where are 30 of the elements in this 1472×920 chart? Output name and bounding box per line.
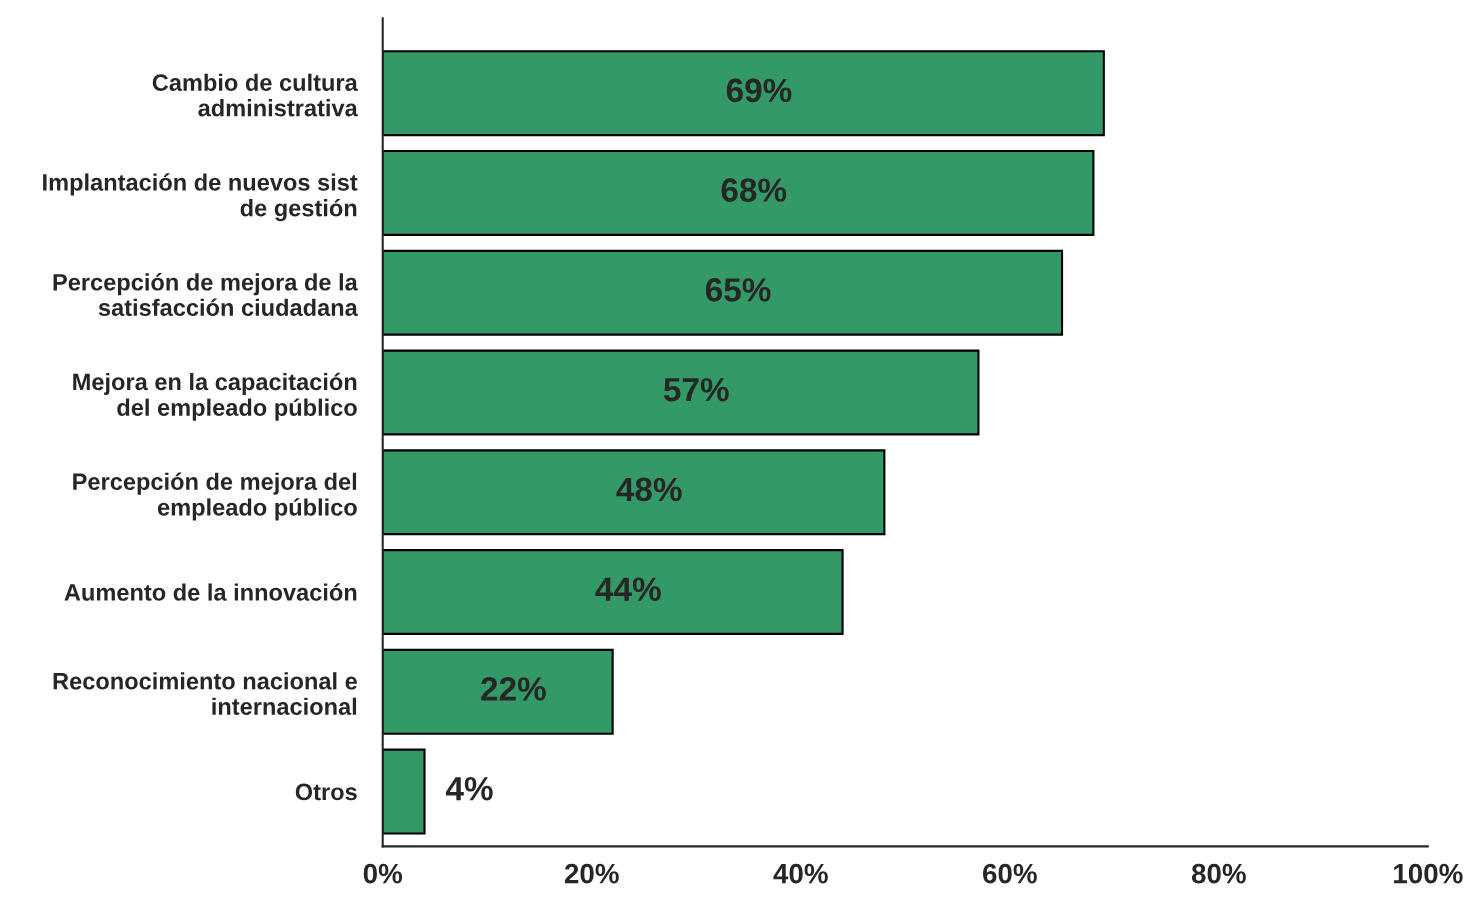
y-tick-label: Percepción de mejora del empleado público [73,472,357,521]
data-label: 44% [595,577,661,601]
bar [382,549,844,635]
y-tick-label: Otros [295,783,357,801]
y-tick-label: Mejora en la capacitación del empleado público [73,372,357,421]
x-tick-label: 60% [983,863,1037,884]
bar [382,50,1105,137]
data-label: 4% [445,776,493,801]
y-tick-label: Aumento de la innovación [64,583,357,601]
data-label: 65% [705,278,771,302]
y-tick-label: Percepción de mejora de la satisfacción ciudadana [53,273,358,317]
x-tick-label: 100% [1394,863,1463,884]
data-label: 22% [481,677,546,701]
bar [382,648,614,735]
data-label: 57% [663,377,729,402]
bar [382,748,426,835]
y-tick-label: Cambio de cultura administrativa [152,73,358,117]
x-tick-label: 40% [773,863,828,884]
data-label: 68% [721,178,787,202]
y-tick-label: Reconocimiento nacional e internacional [53,672,357,715]
bar [382,249,1064,336]
x-tick-label: 20% [564,863,619,884]
x-tick-label: 80% [1191,863,1246,884]
bar [382,150,1095,236]
y-tick-label: Implantación de nuevos sist de gestión [43,173,358,222]
x-tick-label: 0% [363,863,403,884]
bar [382,349,980,436]
data-label: 69% [726,78,792,103]
bar [382,449,886,536]
data-label: 48% [616,477,682,502]
